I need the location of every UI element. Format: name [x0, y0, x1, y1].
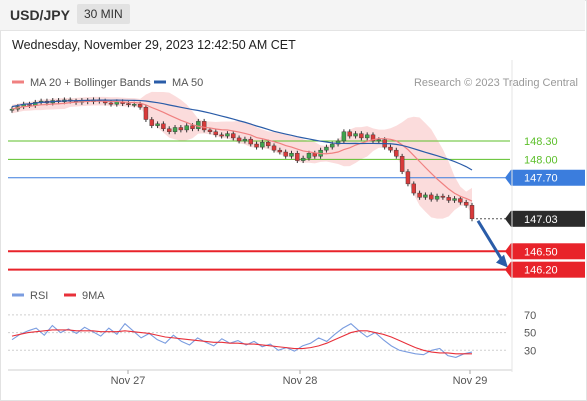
level-label-148.00: 148.00 [524, 154, 558, 166]
candle-body [423, 194, 428, 198]
candle-body [266, 141, 271, 147]
candle-body [184, 125, 189, 131]
level-tag-146.20 [511, 261, 585, 278]
last-price-tag [511, 210, 585, 227]
candle-body [137, 103, 143, 108]
forecast-arrow [476, 220, 505, 263]
candle-body [388, 146, 393, 151]
timeframe-button[interactable]: 30 MIN [77, 4, 130, 24]
rsi-tick-30: 30 [524, 345, 536, 357]
candle-body [283, 151, 288, 157]
forecast-arrowhead [496, 254, 508, 268]
candle-body [359, 133, 364, 139]
candle-body [213, 131, 218, 136]
candle-body [434, 195, 440, 200]
level-label-146.50: 146.50 [524, 246, 558, 258]
rsi-line [11, 322, 473, 358]
last-price-tag-pointer [505, 210, 511, 227]
last-price-label: 147.03 [524, 214, 558, 226]
rsi-tick-50: 50 [524, 328, 536, 340]
candle-body [440, 195, 446, 198]
candle-body [452, 198, 457, 201]
candle-body [429, 194, 434, 200]
level-label-148.30: 148.30 [524, 136, 558, 148]
bollinger-band [12, 91, 472, 219]
ma20-line [11, 100, 473, 202]
x-tick-label-1: Nov 28 [283, 375, 318, 387]
candle-body [126, 103, 131, 106]
candle-body [219, 134, 224, 137]
symbol-label: USD/JPY [10, 7, 70, 23]
ma50-line [11, 99, 473, 171]
candle-body [277, 149, 283, 153]
candle-body [167, 128, 172, 132]
candle-body [300, 157, 306, 161]
x-tick-label-0: Nov 27 [111, 375, 146, 387]
candle-body [178, 127, 184, 131]
candle-body [143, 107, 149, 120]
candle-body [306, 153, 312, 159]
candle-body [353, 133, 358, 137]
level-tag-pointer [505, 243, 511, 260]
9ma-line [11, 329, 472, 355]
candle-body [312, 153, 317, 157]
candle-body [405, 171, 411, 185]
level-tag-147.70 [511, 169, 585, 186]
x-tick-label-2: Nov 29 [453, 375, 488, 387]
candle-body [172, 127, 178, 132]
legend-ma20-label: MA 20 + Bollinger Bands [30, 77, 151, 89]
candle-body [108, 102, 114, 105]
candle-body [248, 138, 253, 145]
candle-body [330, 143, 335, 148]
legend-ma50-label: MA 50 [172, 77, 203, 89]
candle-body [254, 143, 259, 148]
level-label-146.20: 146.20 [524, 265, 558, 277]
chart-toolbar: USD/JPY 30 MIN [0, 0, 585, 31]
timestamp: Wednesday, November 29, 2023 12:42:50 AM… [12, 38, 296, 52]
candle-body [236, 137, 242, 142]
candle-body [469, 205, 475, 220]
candle-body [260, 141, 265, 148]
candle-body [207, 129, 213, 132]
candle-body [295, 153, 300, 161]
candle-body [289, 153, 294, 157]
legend-9ma-label: 9MA [82, 290, 105, 302]
level-tag-pointer [505, 169, 511, 186]
candle-body [370, 134, 376, 142]
candle-body [417, 192, 422, 198]
candle-body [190, 125, 195, 129]
candle-body [399, 156, 405, 172]
candle-body [225, 133, 230, 137]
candle-body [458, 198, 463, 203]
candle-body [341, 131, 347, 142]
candle-body [446, 197, 451, 201]
candle-body [201, 121, 207, 131]
rsi-tick-70: 70 [524, 310, 536, 322]
candle-body [155, 123, 160, 126]
candle-body [132, 103, 137, 106]
candle-body [242, 138, 248, 142]
candle-body [161, 123, 166, 129]
candle-body [364, 134, 370, 139]
candle-body [411, 183, 416, 194]
candle-body [347, 131, 352, 137]
candle-body [463, 202, 469, 206]
candle-body [149, 119, 154, 126]
candle-body [394, 149, 399, 157]
candle-body [231, 133, 236, 139]
candle-body [196, 121, 201, 129]
legend-rsi-label: RSI [30, 290, 48, 302]
candle-body [271, 145, 277, 151]
candle-body [324, 146, 329, 151]
candle-body [376, 139, 382, 142]
credit-text: Research © 2023 Trading Central [414, 77, 578, 89]
level-tag-146.50 [511, 243, 585, 260]
level-label-147.70: 147.70 [524, 173, 558, 185]
level-tag-pointer [505, 261, 511, 278]
